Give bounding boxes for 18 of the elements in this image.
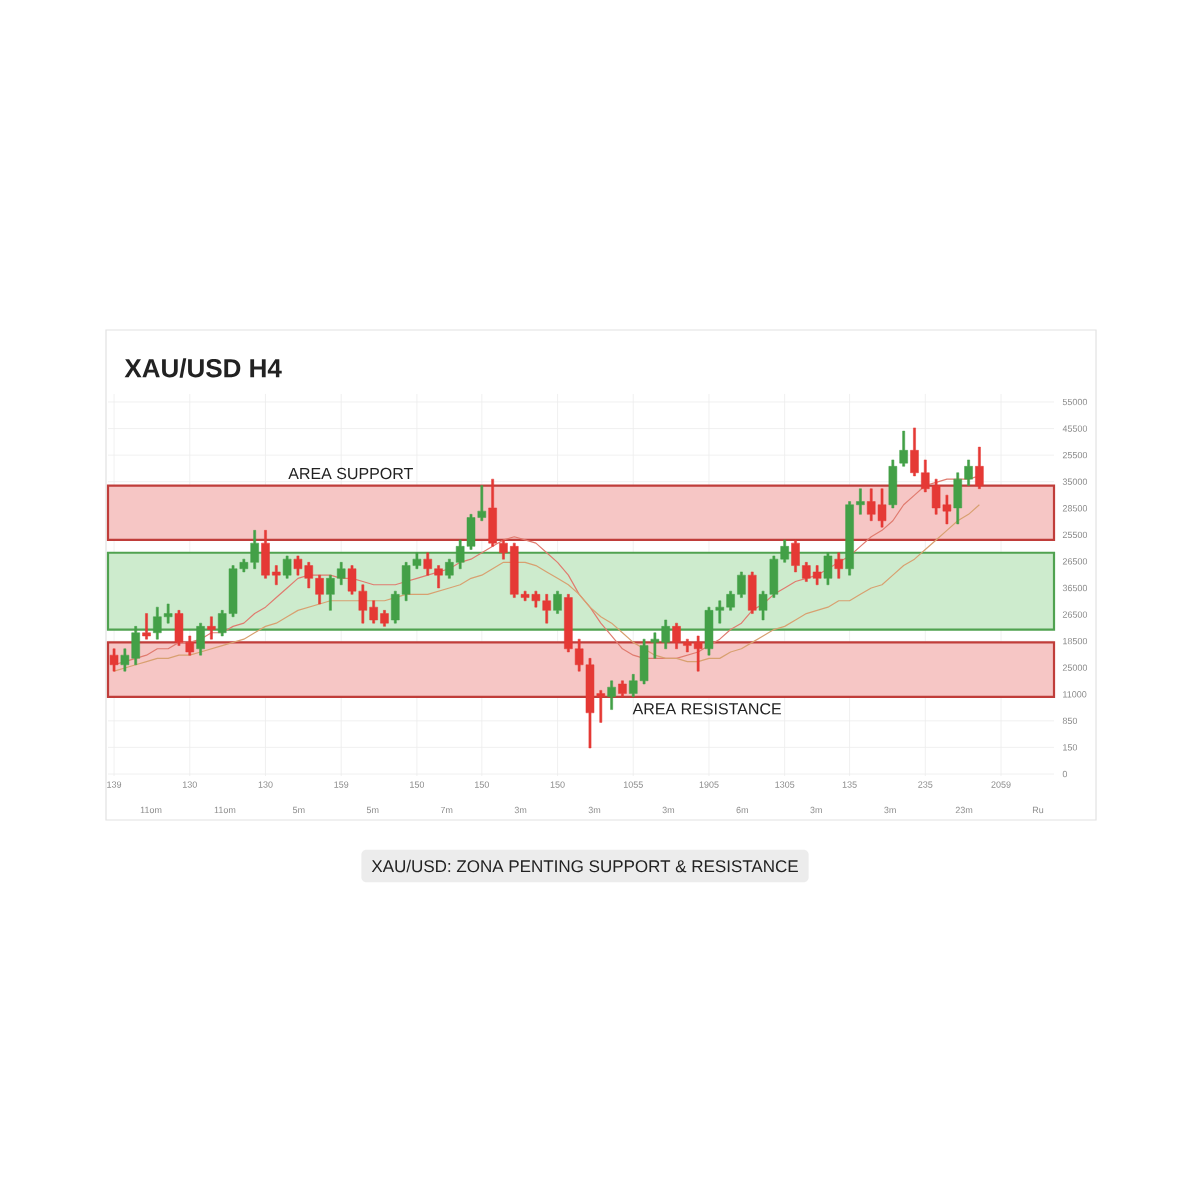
text: XAU/USD: ZONA PENTING SUPPORT & RESISTANCE (371, 859, 798, 873)
candlestick (899, 430, 908, 467)
candlestick (888, 459, 898, 509)
candlestick (618, 680, 627, 698)
candlestick (747, 571, 757, 614)
candlestick (834, 552, 844, 579)
candlestick (109, 648, 119, 672)
candlestick (553, 590, 562, 614)
candlestick (142, 613, 151, 640)
candlestick (207, 616, 216, 640)
chart-title: XAU/USD H4 (124, 358, 282, 378)
candlestick (282, 555, 292, 579)
band-label: AREA SUPPORT (288, 467, 413, 480)
candlestick (607, 680, 616, 710)
candlestick (823, 552, 833, 586)
band-label: AREA RESISTANCE (632, 703, 781, 715)
candlestick (975, 446, 984, 489)
candlestick (196, 622, 205, 656)
